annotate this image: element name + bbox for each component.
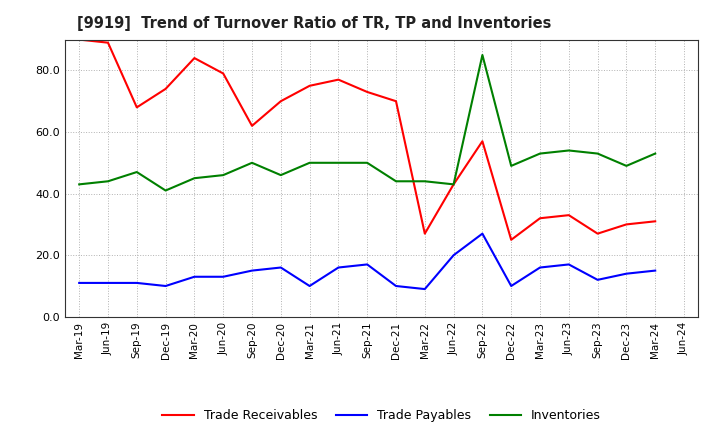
- Trade Payables: [363, 262, 372, 267]
- Trade Payables: [593, 277, 602, 282]
- Trade Payables: [75, 280, 84, 286]
- Legend: Trade Receivables, Trade Payables, Inventories: Trade Receivables, Trade Payables, Inven…: [157, 404, 606, 427]
- Inventories: [132, 169, 141, 175]
- Trade Payables: [104, 280, 112, 286]
- Trade Receivables: [161, 86, 170, 92]
- Inventories: [276, 172, 285, 178]
- Inventories: [420, 179, 429, 184]
- Inventories: [449, 182, 458, 187]
- Trade Receivables: [507, 237, 516, 242]
- Trade Payables: [334, 265, 343, 270]
- Trade Payables: [622, 271, 631, 276]
- Inventories: [190, 176, 199, 181]
- Trade Receivables: [593, 231, 602, 236]
- Text: [9919]  Trend of Turnover Ratio of TR, TP and Inventories: [9919] Trend of Turnover Ratio of TR, TP…: [78, 16, 552, 32]
- Trade Payables: [305, 283, 314, 289]
- Trade Receivables: [420, 231, 429, 236]
- Inventories: [219, 172, 228, 178]
- Trade Receivables: [75, 37, 84, 42]
- Trade Receivables: [536, 216, 544, 221]
- Line: Trade Payables: Trade Payables: [79, 234, 655, 289]
- Inventories: [305, 160, 314, 165]
- Trade Payables: [161, 283, 170, 289]
- Trade Receivables: [219, 71, 228, 76]
- Inventories: [392, 179, 400, 184]
- Trade Payables: [536, 265, 544, 270]
- Trade Payables: [190, 274, 199, 279]
- Trade Payables: [651, 268, 660, 273]
- Trade Receivables: [392, 99, 400, 104]
- Trade Receivables: [248, 123, 256, 128]
- Inventories: [536, 151, 544, 156]
- Line: Trade Receivables: Trade Receivables: [79, 40, 655, 240]
- Inventories: [363, 160, 372, 165]
- Trade Payables: [392, 283, 400, 289]
- Inventories: [161, 188, 170, 193]
- Trade Payables: [219, 274, 228, 279]
- Trade Payables: [276, 265, 285, 270]
- Trade Receivables: [478, 139, 487, 144]
- Trade Payables: [132, 280, 141, 286]
- Trade Receivables: [449, 182, 458, 187]
- Inventories: [622, 163, 631, 169]
- Trade Payables: [248, 268, 256, 273]
- Trade Receivables: [132, 105, 141, 110]
- Trade Payables: [449, 253, 458, 258]
- Trade Receivables: [190, 55, 199, 61]
- Trade Receivables: [363, 89, 372, 95]
- Trade Receivables: [276, 99, 285, 104]
- Trade Receivables: [334, 77, 343, 82]
- Inventories: [507, 163, 516, 169]
- Trade Receivables: [564, 213, 573, 218]
- Line: Inventories: Inventories: [79, 55, 655, 191]
- Inventories: [651, 151, 660, 156]
- Inventories: [248, 160, 256, 165]
- Trade Receivables: [104, 40, 112, 45]
- Trade Receivables: [622, 222, 631, 227]
- Trade Payables: [420, 286, 429, 292]
- Trade Payables: [507, 283, 516, 289]
- Inventories: [564, 148, 573, 153]
- Trade Receivables: [305, 83, 314, 88]
- Inventories: [593, 151, 602, 156]
- Inventories: [334, 160, 343, 165]
- Trade Receivables: [651, 219, 660, 224]
- Inventories: [104, 179, 112, 184]
- Trade Payables: [564, 262, 573, 267]
- Trade Payables: [478, 231, 487, 236]
- Inventories: [478, 52, 487, 58]
- Inventories: [75, 182, 84, 187]
